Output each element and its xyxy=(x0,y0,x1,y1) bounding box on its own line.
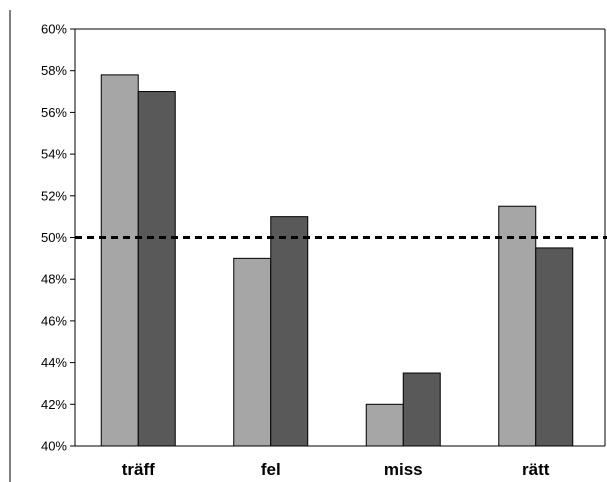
y-tick-label: 42% xyxy=(41,397,67,412)
y-tick-label: 56% xyxy=(41,105,67,120)
y-tick-label: 46% xyxy=(41,313,67,328)
y-tick-label: 40% xyxy=(41,439,67,454)
bar-rätt-series-2 xyxy=(535,247,574,447)
y-tick-label: 52% xyxy=(41,188,67,203)
y-tick-label: 48% xyxy=(41,272,67,287)
y-tick-label: 50% xyxy=(41,230,67,245)
plot-frame xyxy=(9,10,606,482)
bar-miss-series-1 xyxy=(365,403,404,447)
bar-rätt-series-1 xyxy=(498,205,537,447)
bar-träff-series-2 xyxy=(137,91,176,447)
category-label: miss xyxy=(384,460,423,479)
category-label: fel xyxy=(261,460,281,479)
y-tick-label: 58% xyxy=(41,63,67,78)
x-axis-categories: träff fel miss rätt xyxy=(122,460,550,479)
bar-fel-series-2 xyxy=(270,216,309,447)
y-axis-ticks: 40% 42% 44% 46% 48% 50% 52% 54% 56% 58% 60% xyxy=(41,22,75,454)
bar-fel-series-1 xyxy=(233,257,272,447)
y-tick-label: 44% xyxy=(41,355,67,370)
bar-miss-series-2 xyxy=(402,372,441,447)
y-tick-label: 60% xyxy=(41,22,67,37)
category-label: träff xyxy=(122,460,155,479)
y-tick-label: 54% xyxy=(41,147,67,162)
bar-träff-series-1 xyxy=(100,74,139,447)
category-label: rätt xyxy=(522,460,550,479)
bars xyxy=(100,74,574,447)
